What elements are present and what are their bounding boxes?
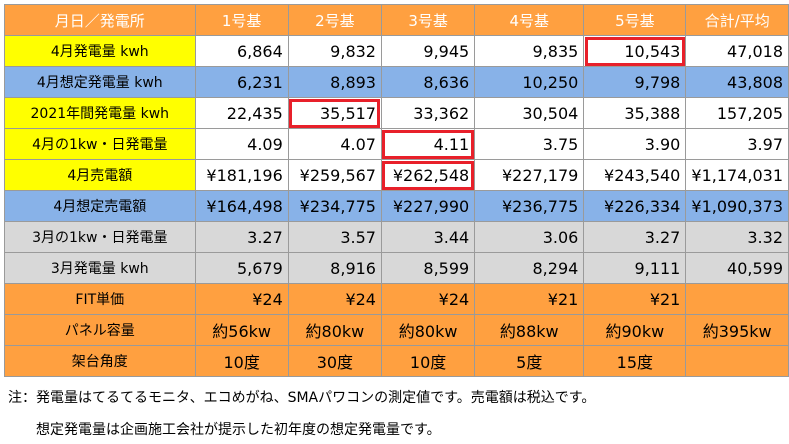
cell: 約88kw <box>474 314 585 346</box>
power-generation-table: 月日／発電所 1号基 2号基 3号基 4号基 5号基 合計/平均 4月発電量 k… <box>4 4 789 377</box>
cell: ¥24 <box>287 283 382 315</box>
cell: ¥24 <box>380 283 476 315</box>
row-label: 4月の1kw・日発電量 <box>4 128 196 160</box>
cell: 9,835 <box>474 35 585 67</box>
header-unit-4: 4号基 <box>474 4 585 36</box>
cell: 6,231 <box>194 66 289 98</box>
cell: 8,294 <box>474 252 585 284</box>
cell: 8,893 <box>287 66 382 98</box>
row-label: 4月発電量 kwh <box>4 35 196 67</box>
header-date-plant: 月日／発電所 <box>4 4 196 36</box>
table-row: FIT単価 ¥24 ¥24 ¥24 ¥21 ¥21 <box>4 283 789 315</box>
cell: 9,832 <box>287 35 382 67</box>
cell: 3.57 <box>287 221 382 253</box>
table-row: 4月売電額 ¥181,196 ¥259,567 ¥262,548 ¥227,17… <box>4 159 789 191</box>
cell: 5,679 <box>194 252 289 284</box>
header-unit-5: 5号基 <box>583 4 687 36</box>
cell: 約90kw <box>583 314 687 346</box>
cell: 10度 <box>380 345 476 377</box>
table-row: 4月想定発電量 kwh 6,231 8,893 8,636 10,250 9,7… <box>4 66 789 98</box>
table-row: 4月想定売電額 ¥164,498 ¥234,775 ¥227,990 ¥236,… <box>4 190 789 222</box>
cell: 30,504 <box>474 97 585 129</box>
row-label: 3月発電量 kwh <box>4 252 196 284</box>
cell: 3.32 <box>685 221 789 253</box>
cell: ¥226,334 <box>583 190 687 222</box>
cell: 9,945 <box>380 35 476 67</box>
cell: ¥259,567 <box>287 159 382 191</box>
cell: 5度 <box>474 345 585 377</box>
cell: 40,599 <box>685 252 789 284</box>
highlighted-cell: ¥262,548 <box>380 159 476 191</box>
cell: 4.07 <box>287 128 382 160</box>
cell: 9,798 <box>583 66 687 98</box>
cell: 30度 <box>287 345 382 377</box>
table-row: 架台角度 10度 30度 10度 5度 15度 <box>4 345 789 377</box>
cell: 約56kw <box>194 314 289 346</box>
cell: ¥21 <box>474 283 585 315</box>
cell: 10度 <box>194 345 289 377</box>
cell: 3.90 <box>583 128 687 160</box>
row-label: 3月の1kw・日発電量 <box>4 221 196 253</box>
cell: 約80kw <box>287 314 382 346</box>
table-row: パネル容量 約56kw 約80kw 約80kw 約88kw 約90kw 約395… <box>4 314 789 346</box>
cell: ¥1,090,373 <box>685 190 789 222</box>
highlighted-cell: 35,517 <box>287 97 382 129</box>
cell: 47,018 <box>685 35 789 67</box>
cell: 22,435 <box>194 97 289 129</box>
row-label: 架台角度 <box>4 345 196 377</box>
table-row: 2021年間発電量 kwh 22,435 35,517 33,362 30,50… <box>4 97 789 129</box>
cell: 35,388 <box>583 97 687 129</box>
cell: 約395kw <box>685 314 789 346</box>
cell: ¥243,540 <box>583 159 687 191</box>
cell: 8,916 <box>287 252 382 284</box>
cell: 4.09 <box>194 128 289 160</box>
cell <box>685 345 789 377</box>
cell: 10,250 <box>474 66 585 98</box>
cell: ¥1,174,031 <box>685 159 789 191</box>
cell <box>685 283 789 315</box>
row-label: 4月想定発電量 kwh <box>4 66 196 98</box>
cell: 3.97 <box>685 128 789 160</box>
row-label: 4月売電額 <box>4 159 196 191</box>
cell: ¥24 <box>194 283 289 315</box>
cell: 6,864 <box>194 35 289 67</box>
table-row: 4月発電量 kwh 6,864 9,832 9,945 9,835 10,543… <box>4 35 789 67</box>
cell: ¥164,498 <box>194 190 289 222</box>
table-row: 3月発電量 kwh 5,679 8,916 8,599 8,294 9,111 … <box>4 252 789 284</box>
table-row: 4月の1kw・日発電量 4.09 4.07 4.11 3.75 3.90 3.9… <box>4 128 789 160</box>
highlighted-cell: 4.11 <box>380 128 476 160</box>
header-row: 月日／発電所 1号基 2号基 3号基 4号基 5号基 合計/平均 <box>4 4 789 36</box>
row-label: 4月想定売電額 <box>4 190 196 222</box>
cell: 3.44 <box>380 221 476 253</box>
cell: 33,362 <box>380 97 476 129</box>
header-unit-3: 3号基 <box>380 4 476 36</box>
cell: 3.75 <box>474 128 585 160</box>
row-label: パネル容量 <box>4 314 196 346</box>
cell: ¥227,990 <box>380 190 476 222</box>
cell: 3.27 <box>194 221 289 253</box>
header-total-average: 合計/平均 <box>685 4 789 36</box>
cell: 15度 <box>583 345 687 377</box>
highlighted-cell: 10,543 <box>583 35 687 67</box>
cell: 3.06 <box>474 221 585 253</box>
table-row: 3月の1kw・日発電量 3.27 3.57 3.44 3.06 3.27 3.3… <box>4 221 789 253</box>
cell: 8,636 <box>380 66 476 98</box>
cell: ¥227,179 <box>474 159 585 191</box>
cell: 8,599 <box>380 252 476 284</box>
cell: 157,205 <box>685 97 789 129</box>
cell: ¥181,196 <box>194 159 289 191</box>
cell: 9,111 <box>583 252 687 284</box>
header-unit-1: 1号基 <box>194 4 289 36</box>
cell: ¥234,775 <box>287 190 382 222</box>
header-unit-2: 2号基 <box>287 4 382 36</box>
cell: 3.27 <box>583 221 687 253</box>
cell: ¥21 <box>583 283 687 315</box>
footnote-line-2: 想定発電量は企画施工会社が提示した初年度の想定発電量です。 <box>36 422 441 438</box>
cell: 43,808 <box>685 66 789 98</box>
row-label: 2021年間発電量 kwh <box>4 97 196 129</box>
row-label: FIT単価 <box>4 283 196 315</box>
cell: 約80kw <box>380 314 476 346</box>
cell: ¥236,775 <box>474 190 585 222</box>
footnote-line-1: 注：発電量はてるてるモニタ、エコめがね、SMAパワコンの測定値です。売電額は税込… <box>8 390 596 406</box>
